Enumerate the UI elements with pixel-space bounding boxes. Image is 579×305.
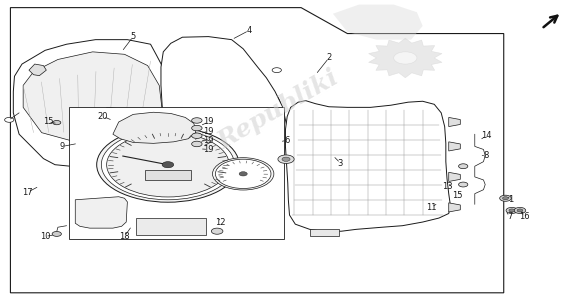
- Circle shape: [162, 71, 170, 75]
- Text: 20: 20: [98, 112, 108, 121]
- Text: 14: 14: [481, 131, 492, 140]
- Text: 19: 19: [203, 117, 214, 127]
- Circle shape: [459, 182, 468, 187]
- Circle shape: [517, 209, 523, 212]
- Circle shape: [162, 162, 174, 168]
- Circle shape: [459, 164, 468, 169]
- Text: 8: 8: [483, 151, 489, 160]
- Circle shape: [215, 159, 271, 188]
- Text: 6: 6: [284, 136, 290, 145]
- Circle shape: [192, 118, 202, 123]
- Circle shape: [5, 117, 14, 122]
- Polygon shape: [69, 107, 284, 239]
- Circle shape: [179, 82, 272, 131]
- Circle shape: [509, 209, 515, 212]
- Polygon shape: [333, 5, 423, 40]
- Text: 13: 13: [442, 181, 452, 191]
- Circle shape: [506, 207, 518, 213]
- Text: Republiki: Republiki: [213, 66, 343, 154]
- Bar: [136, 218, 206, 235]
- Polygon shape: [449, 142, 460, 151]
- Circle shape: [503, 197, 508, 200]
- Bar: [145, 170, 191, 181]
- Text: 12: 12: [215, 218, 225, 227]
- Circle shape: [97, 127, 239, 202]
- Circle shape: [105, 108, 119, 116]
- Polygon shape: [13, 40, 179, 169]
- Circle shape: [192, 125, 202, 131]
- Circle shape: [208, 98, 243, 116]
- Text: 10: 10: [40, 232, 50, 241]
- Text: 15: 15: [43, 117, 53, 127]
- Circle shape: [500, 195, 511, 201]
- Text: 17: 17: [23, 188, 33, 197]
- Polygon shape: [449, 117, 460, 127]
- Circle shape: [212, 158, 274, 190]
- Circle shape: [53, 120, 61, 125]
- Text: 19: 19: [203, 127, 214, 136]
- Circle shape: [31, 66, 45, 73]
- Circle shape: [171, 78, 281, 136]
- Text: 15: 15: [452, 191, 463, 200]
- Polygon shape: [113, 112, 196, 143]
- Circle shape: [52, 231, 61, 236]
- Polygon shape: [101, 107, 120, 117]
- Text: 16: 16: [519, 212, 530, 221]
- Circle shape: [278, 155, 294, 163]
- Circle shape: [192, 133, 202, 138]
- Text: 5: 5: [130, 32, 136, 41]
- Text: 2: 2: [326, 53, 332, 63]
- Polygon shape: [177, 140, 271, 156]
- Text: 11: 11: [426, 203, 437, 212]
- Polygon shape: [449, 172, 460, 181]
- Polygon shape: [29, 64, 46, 76]
- Text: 19: 19: [203, 136, 214, 145]
- Circle shape: [211, 228, 223, 234]
- Polygon shape: [23, 52, 162, 142]
- Circle shape: [107, 132, 229, 197]
- Circle shape: [101, 130, 234, 200]
- Circle shape: [192, 141, 202, 147]
- Text: 19: 19: [203, 145, 214, 154]
- Text: 9: 9: [60, 142, 65, 151]
- Polygon shape: [449, 203, 460, 212]
- Text: 18: 18: [119, 232, 130, 241]
- Circle shape: [282, 157, 290, 161]
- Polygon shape: [285, 101, 450, 232]
- Polygon shape: [369, 38, 442, 78]
- Circle shape: [239, 172, 247, 176]
- Text: 7: 7: [507, 212, 512, 221]
- Circle shape: [514, 207, 526, 213]
- Polygon shape: [310, 229, 339, 236]
- Circle shape: [394, 52, 417, 64]
- Text: 4: 4: [246, 26, 252, 35]
- Polygon shape: [10, 8, 504, 293]
- Polygon shape: [75, 197, 127, 228]
- Text: 1: 1: [508, 195, 514, 204]
- Circle shape: [272, 68, 281, 73]
- Text: 3: 3: [338, 159, 343, 168]
- Polygon shape: [161, 37, 290, 171]
